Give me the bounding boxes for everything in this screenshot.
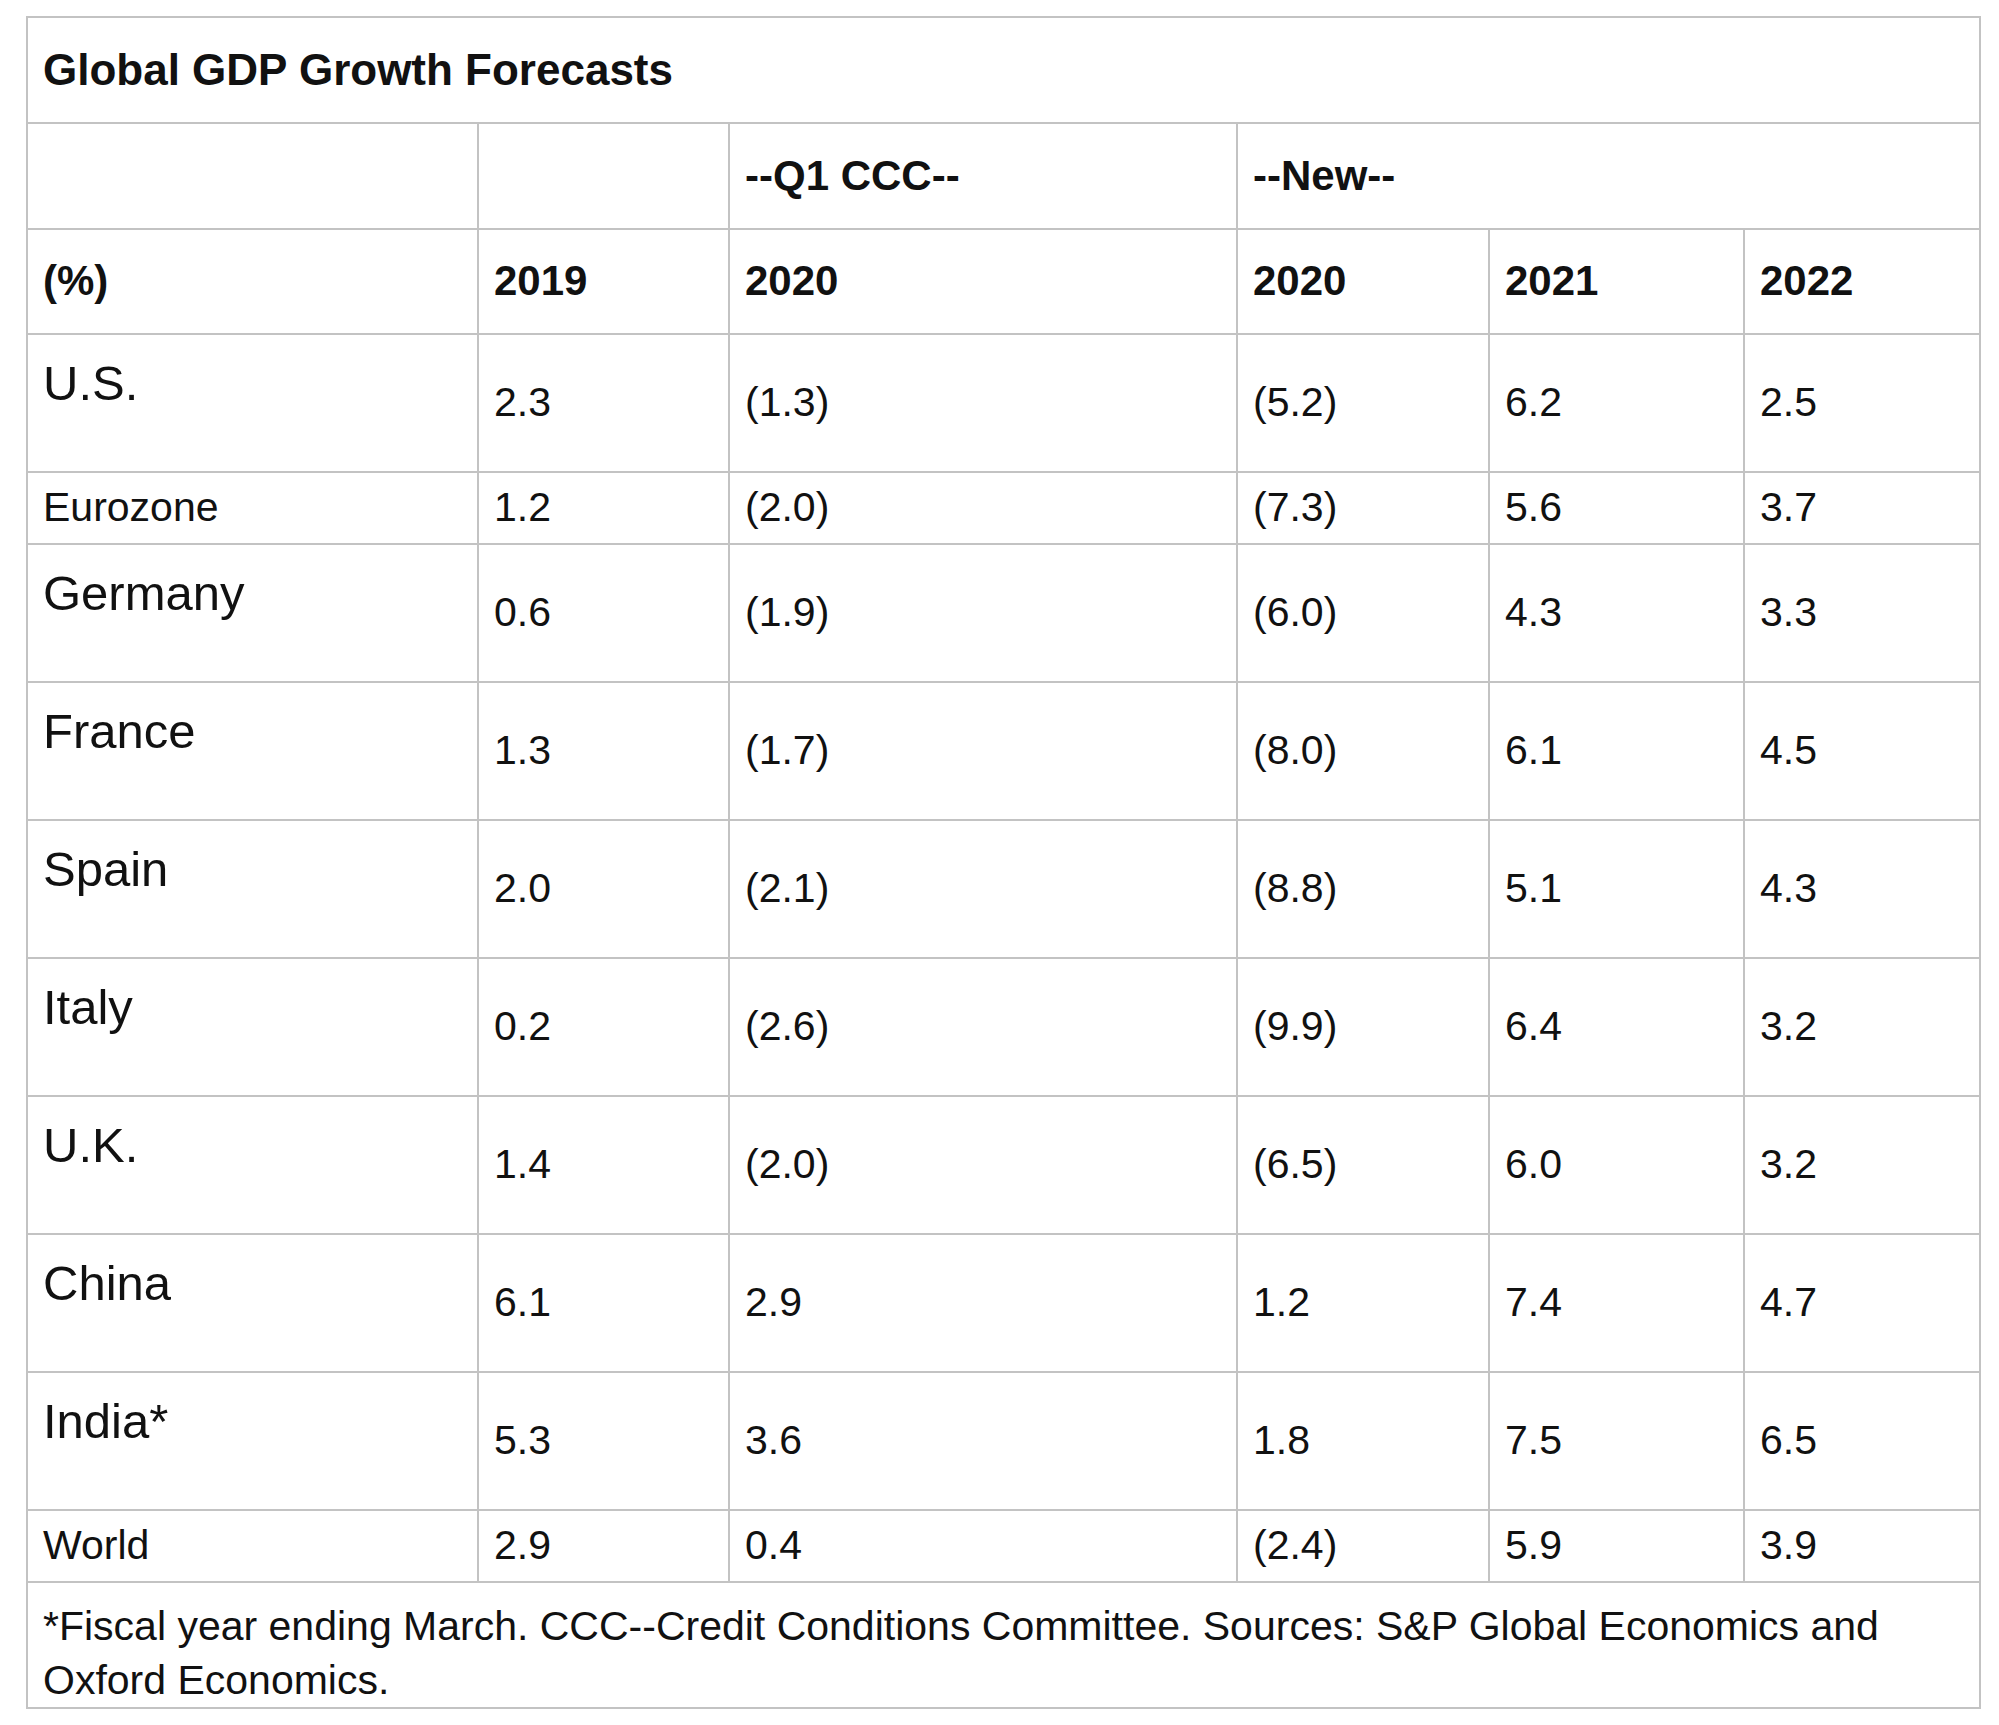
value-cell: 7.4 [1489, 1234, 1744, 1372]
value-cell: 1.2 [1237, 1234, 1489, 1372]
footnote-row: *Fiscal year ending March. CCC--Credit C… [27, 1582, 1980, 1708]
value-cell: 6.1 [478, 1234, 729, 1372]
row-label: Eurozone [27, 472, 478, 544]
col-header-2020-ccc: 2020 [729, 229, 1237, 334]
table-row-eurozone: Eurozone 1.2 (2.0) (7.3) 5.6 3.7 [27, 472, 1980, 544]
value-cell: (2.4) [1237, 1510, 1489, 1582]
row-label: Spain [27, 820, 478, 958]
table-row-italy: Italy 0.2 (2.6) (9.9) 6.4 3.2 [27, 958, 1980, 1096]
value-cell: 4.5 [1744, 682, 1980, 820]
table-row-germany: Germany 0.6 (1.9) (6.0) 4.3 3.3 [27, 544, 1980, 682]
col-header-2019: 2019 [478, 229, 729, 334]
value-cell: 4.3 [1489, 544, 1744, 682]
value-cell: (2.1) [729, 820, 1237, 958]
value-cell: 4.7 [1744, 1234, 1980, 1372]
group-header-empty-label [27, 123, 478, 229]
value-cell: 2.3 [478, 334, 729, 472]
table-title: Global GDP Growth Forecasts [27, 17, 1980, 123]
value-cell: (2.0) [729, 1096, 1237, 1234]
table-row-china: China 6.1 2.9 1.2 7.4 4.7 [27, 1234, 1980, 1372]
value-cell: (6.5) [1237, 1096, 1489, 1234]
value-cell: (8.8) [1237, 820, 1489, 958]
value-cell: (6.0) [1237, 544, 1489, 682]
gdp-forecast-table: Global GDP Growth Forecasts --Q1 CCC-- -… [26, 16, 1981, 1709]
value-cell: 5.9 [1489, 1510, 1744, 1582]
col-header-2021: 2021 [1489, 229, 1744, 334]
value-cell: 6.4 [1489, 958, 1744, 1096]
value-cell: 3.2 [1744, 1096, 1980, 1234]
table-row-india: India* 5.3 3.6 1.8 7.5 6.5 [27, 1372, 1980, 1510]
group-header-row: --Q1 CCC-- --New-- [27, 123, 1980, 229]
value-cell: 1.3 [478, 682, 729, 820]
col-header-2020-new: 2020 [1237, 229, 1489, 334]
table-row-us: U.S. 2.3 (1.3) (5.2) 6.2 2.5 [27, 334, 1980, 472]
footnote: *Fiscal year ending March. CCC--Credit C… [27, 1582, 1980, 1708]
value-cell: 1.8 [1237, 1372, 1489, 1510]
col-header-2022: 2022 [1744, 229, 1980, 334]
value-cell: 6.1 [1489, 682, 1744, 820]
row-label: Germany [27, 544, 478, 682]
column-header-row: (%) 2019 2020 2020 2021 2022 [27, 229, 1980, 334]
row-label: France [27, 682, 478, 820]
value-cell: 3.6 [729, 1372, 1237, 1510]
value-cell: 5.1 [1489, 820, 1744, 958]
row-label: Italy [27, 958, 478, 1096]
value-cell: 1.2 [478, 472, 729, 544]
value-cell: (1.3) [729, 334, 1237, 472]
value-cell: (2.6) [729, 958, 1237, 1096]
table-row-uk: U.K. 1.4 (2.0) (6.5) 6.0 3.2 [27, 1096, 1980, 1234]
value-cell: 7.5 [1489, 1372, 1744, 1510]
value-cell: 6.5 [1744, 1372, 1980, 1510]
group-header-new: --New-- [1237, 123, 1980, 229]
value-cell: 2.9 [478, 1510, 729, 1582]
value-cell: 6.2 [1489, 334, 1744, 472]
row-label: U.K. [27, 1096, 478, 1234]
value-cell: (1.9) [729, 544, 1237, 682]
value-cell: 5.6 [1489, 472, 1744, 544]
row-label: U.S. [27, 334, 478, 472]
col-header-unit: (%) [27, 229, 478, 334]
value-cell: 2.5 [1744, 334, 1980, 472]
value-cell: 4.3 [1744, 820, 1980, 958]
value-cell: (5.2) [1237, 334, 1489, 472]
value-cell: 2.0 [478, 820, 729, 958]
value-cell: 6.0 [1489, 1096, 1744, 1234]
value-cell: 2.9 [729, 1234, 1237, 1372]
value-cell: (2.0) [729, 472, 1237, 544]
value-cell: 0.2 [478, 958, 729, 1096]
value-cell: 0.4 [729, 1510, 1237, 1582]
value-cell: 0.6 [478, 544, 729, 682]
value-cell: 3.9 [1744, 1510, 1980, 1582]
value-cell: 3.2 [1744, 958, 1980, 1096]
value-cell: (8.0) [1237, 682, 1489, 820]
value-cell: 1.4 [478, 1096, 729, 1234]
group-header-empty-2019 [478, 123, 729, 229]
group-header-q1-ccc: --Q1 CCC-- [729, 123, 1237, 229]
table-row-world: World 2.9 0.4 (2.4) 5.9 3.9 [27, 1510, 1980, 1582]
value-cell: 3.3 [1744, 544, 1980, 682]
table-row-france: France 1.3 (1.7) (8.0) 6.1 4.5 [27, 682, 1980, 820]
row-label: World [27, 1510, 478, 1582]
row-label: India* [27, 1372, 478, 1510]
row-label: China [27, 1234, 478, 1372]
table-row-spain: Spain 2.0 (2.1) (8.8) 5.1 4.3 [27, 820, 1980, 958]
value-cell: 3.7 [1744, 472, 1980, 544]
value-cell: 5.3 [478, 1372, 729, 1510]
title-row: Global GDP Growth Forecasts [27, 17, 1980, 123]
value-cell: (7.3) [1237, 472, 1489, 544]
page: Global GDP Growth Forecasts --Q1 CCC-- -… [0, 16, 1999, 1725]
value-cell: (9.9) [1237, 958, 1489, 1096]
value-cell: (1.7) [729, 682, 1237, 820]
